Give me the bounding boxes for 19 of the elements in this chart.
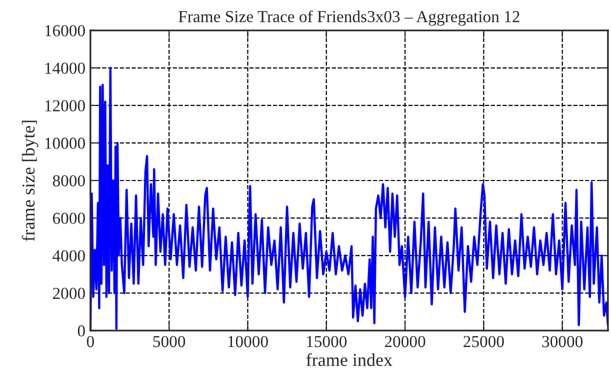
x-tick-label: 15000 bbox=[307, 336, 347, 348]
y-tick-label: 0 bbox=[78, 325, 85, 337]
y-tick-label: 4000 bbox=[52, 250, 85, 262]
y-tick-label: 8000 bbox=[52, 175, 85, 186]
chart-title: Frame Size Trace of Friends3x03 – Aggregation 12 bbox=[178, 10, 520, 26]
x-tick-label: 25000 bbox=[464, 336, 504, 348]
y-tick-label: 12000 bbox=[45, 100, 85, 112]
x-tick-label: 20000 bbox=[384, 336, 426, 348]
y-tick-label: 6000 bbox=[52, 212, 85, 224]
x-tick-label: 0 bbox=[86, 336, 94, 348]
y-tick-label: 16000 bbox=[45, 25, 85, 36]
x-tick-label: 10000 bbox=[228, 336, 268, 348]
x-tick-label: 5000 bbox=[153, 336, 186, 348]
y-tick-label: 14000 bbox=[45, 62, 85, 74]
y-tick-label: 10000 bbox=[45, 138, 85, 149]
y-tick-label: 2000 bbox=[52, 288, 85, 300]
x-axis-title: frame index bbox=[306, 353, 392, 366]
x-tick-label: 30000 bbox=[542, 336, 583, 348]
y-axis-title: frame size [byte] bbox=[22, 120, 38, 242]
